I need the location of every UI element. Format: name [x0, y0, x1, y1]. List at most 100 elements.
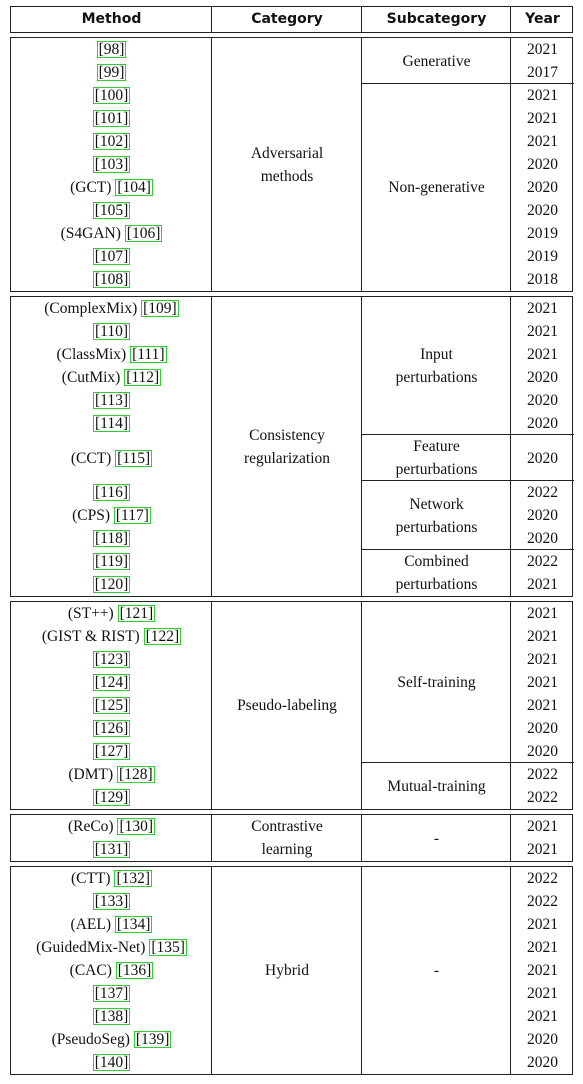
- year-text: 2020: [527, 179, 558, 196]
- year-cell: 2021: [511, 913, 574, 936]
- subcategory-line: Self-training: [397, 671, 475, 694]
- method-cell: (CCT) [115]: [11, 435, 212, 481]
- method-line: (CAC) [136]: [70, 959, 154, 982]
- method-cell: [133]: [11, 890, 212, 913]
- citation-link[interactable]: [136]: [115, 962, 154, 979]
- category-text: regularization: [243, 449, 331, 467]
- citation-link[interactable]: [111]: [130, 346, 167, 363]
- method-line: [123]: [92, 648, 131, 671]
- citation-link[interactable]: [100]: [92, 87, 131, 104]
- year-text: 2022: [527, 484, 558, 501]
- citation-link[interactable]: [99]: [96, 64, 127, 81]
- group-divider: [361, 83, 574, 84]
- method-line: [131]: [92, 838, 131, 861]
- method-cell: [140]: [11, 1051, 212, 1074]
- subcategory-cell: Combined perturbations: [362, 550, 511, 596]
- group-divider: [361, 434, 574, 435]
- year-cell: 2022: [511, 481, 574, 504]
- citation-link[interactable]: [127]: [92, 743, 131, 760]
- citation-link[interactable]: [134]: [114, 916, 153, 933]
- citation-link[interactable]: [113]: [93, 392, 130, 409]
- citation-link[interactable]: [122]: [143, 628, 182, 645]
- citation-link[interactable]: [124]: [92, 674, 131, 691]
- year-cell: 2021: [511, 107, 574, 130]
- group-divider: [361, 549, 574, 550]
- section: Pseudo-labeling Self-training (ST++) [121]…: [10, 601, 574, 810]
- citation-link[interactable]: [110]: [93, 323, 130, 340]
- citation-link[interactable]: [102]: [92, 133, 131, 150]
- citation-link[interactable]: [118]: [93, 530, 130, 547]
- method-cell: [138]: [11, 1005, 212, 1028]
- subcategory-line: perturbations: [396, 458, 478, 481]
- citation-link[interactable]: [115]: [115, 449, 153, 467]
- citation-link[interactable]: [105]: [92, 202, 131, 219]
- year-text: 2020: [527, 507, 558, 524]
- citation-link[interactable]: [112]: [124, 369, 162, 386]
- method-cell: [103]: [11, 153, 212, 176]
- year-cell: 2021: [511, 130, 574, 153]
- year-cell: 2021: [511, 1005, 574, 1028]
- citation-link[interactable]: [133]: [92, 893, 131, 910]
- year-text: 2022: [527, 766, 558, 783]
- citation-link[interactable]: [121]: [117, 605, 156, 622]
- subcategory-line: Generative: [403, 50, 471, 73]
- citation-link[interactable]: [125]: [92, 697, 131, 714]
- year-cell: 2022: [511, 786, 574, 809]
- year-text: 2020: [527, 720, 558, 737]
- citation-link[interactable]: [128]: [117, 766, 155, 783]
- citation-link[interactable]: [117]: [113, 507, 151, 524]
- citation-link[interactable]: [135]: [149, 939, 187, 956]
- method-cell: (CutMix) [112]: [11, 366, 212, 389]
- category-cell: Pseudo-labeling: [212, 602, 362, 809]
- citation-link[interactable]: [138]: [92, 1008, 131, 1025]
- citation-link[interactable]: [137]: [92, 985, 131, 1002]
- subcategory-cell: Feature perturbations: [362, 435, 511, 481]
- citation-link[interactable]: [107]: [92, 248, 131, 265]
- citation-link[interactable]: [103]: [92, 156, 131, 173]
- method-cell: [114]: [11, 412, 212, 435]
- method-name: (ST++): [67, 605, 114, 622]
- citation-link[interactable]: [123]: [92, 651, 131, 668]
- header-text: Category: [251, 11, 323, 27]
- year-text: 2021: [527, 939, 558, 956]
- column-divider: [361, 297, 362, 596]
- citation-link[interactable]: [120]: [92, 576, 131, 593]
- category-text: methods: [260, 167, 314, 185]
- subcategory-text: Generative: [402, 52, 471, 70]
- citation-link[interactable]: [104]: [115, 179, 153, 196]
- subcategory-cell: -: [362, 815, 511, 861]
- method-cell: [123]: [11, 648, 212, 671]
- method-line: [133]: [92, 890, 131, 913]
- column-divider: [211, 297, 212, 596]
- year-cell: 2021: [511, 959, 574, 982]
- citation-link[interactable]: [119]: [93, 553, 130, 570]
- citation-link[interactable]: [116]: [93, 484, 130, 501]
- citation-link[interactable]: [114]: [93, 415, 130, 432]
- year-text: 2022: [527, 789, 558, 806]
- citation-link[interactable]: [140]: [92, 1054, 131, 1071]
- citation-link[interactable]: [131]: [92, 841, 131, 858]
- year-cell: 2021: [511, 320, 574, 343]
- category-text: Adversarial: [250, 144, 324, 162]
- method-line: [137]: [92, 982, 131, 1005]
- year-text: 2021: [527, 841, 558, 858]
- column-divider: [510, 7, 511, 32]
- citation-link[interactable]: [139]: [133, 1031, 172, 1048]
- year-text: 2020: [527, 369, 558, 386]
- method-cell: [118]: [11, 527, 212, 550]
- citation-link[interactable]: [101]: [92, 110, 131, 127]
- year-text: 2021: [527, 818, 558, 835]
- citation-link[interactable]: [132]: [114, 870, 153, 887]
- citation-link[interactable]: [126]: [92, 720, 131, 737]
- method-line: [127]: [92, 740, 131, 763]
- citation-link[interactable]: [109]: [141, 300, 179, 317]
- citation-link[interactable]: [129]: [92, 789, 131, 806]
- category-line: methods: [261, 165, 314, 188]
- citation-link[interactable]: [108]: [92, 271, 131, 288]
- year-text: 2020: [527, 202, 558, 219]
- method-cell: [113]: [11, 389, 212, 412]
- citation-link[interactable]: [98]: [96, 41, 127, 58]
- citation-link[interactable]: [130]: [117, 818, 156, 835]
- method-cell: [125]: [11, 694, 212, 717]
- citation-link[interactable]: [106]: [124, 225, 163, 242]
